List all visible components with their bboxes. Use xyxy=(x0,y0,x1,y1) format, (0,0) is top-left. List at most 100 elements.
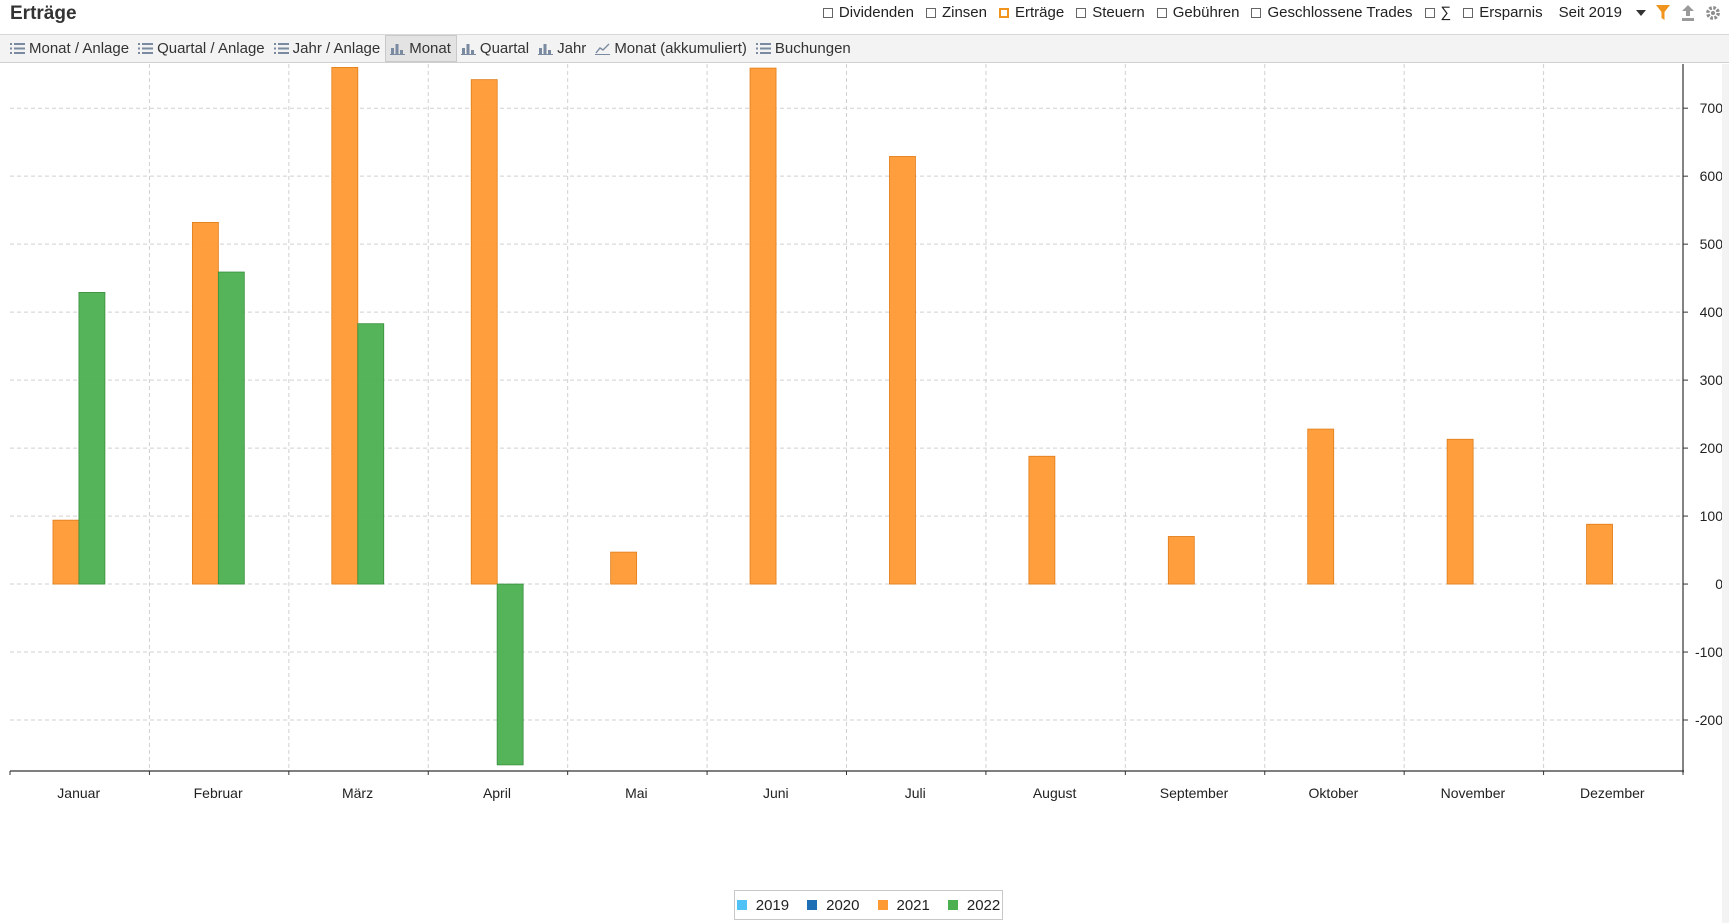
x-tick-label: Dezember xyxy=(1580,785,1645,801)
filter-checkbox-6[interactable]: ∑ xyxy=(1424,4,1452,21)
x-tick-label: Mai xyxy=(625,785,648,801)
header-bar: Erträge Dividenden Zinsen Erträge Steuern Ge… xyxy=(0,0,1729,34)
period-select[interactable]: Seit 2019 xyxy=(1559,4,1646,21)
checkbox-icon[interactable] xyxy=(1463,7,1474,18)
tab-label: Jahr / Anlage xyxy=(292,40,381,57)
filter-checkbox-5[interactable]: Geschlossene Trades xyxy=(1251,4,1413,21)
x-tick-label: August xyxy=(1033,785,1077,801)
gear-icon[interactable] xyxy=(1705,5,1721,21)
filter-label: Zinsen xyxy=(941,4,987,21)
filter-label: Steuern xyxy=(1092,4,1145,21)
bar-2021 xyxy=(889,156,916,585)
tab-label: Monat xyxy=(409,40,451,57)
list-icon xyxy=(273,42,289,55)
bar-2022 xyxy=(78,292,106,585)
bar-chart-icon xyxy=(460,42,476,55)
bar-2022 xyxy=(217,271,245,585)
checkbox-icon[interactable] xyxy=(925,7,936,18)
x-tick-label: Februar xyxy=(194,785,243,801)
list-icon xyxy=(755,42,771,55)
checkbox-icon[interactable] xyxy=(1251,7,1262,18)
filter-checkbox-1[interactable]: Zinsen xyxy=(925,4,987,21)
filter-bar: Dividenden Zinsen Erträge Steuern Gebühren Ge… xyxy=(811,4,1721,21)
bar-2021 xyxy=(1446,438,1474,585)
x-tick-label: Juli xyxy=(905,785,926,801)
tab-label: Quartal / Anlage xyxy=(157,40,265,57)
bar-chart-icon xyxy=(390,42,406,55)
y-tick-label: 100 xyxy=(1700,508,1722,524)
x-tick-label: April xyxy=(483,785,511,801)
bar-2022 xyxy=(496,583,524,766)
bar-2021 xyxy=(1586,523,1613,585)
filter-checkbox-0[interactable]: Dividenden xyxy=(822,4,914,21)
line-chart-icon xyxy=(595,42,611,55)
legend-item-2019[interactable]: 2019 xyxy=(736,896,790,914)
tab-jahr-anlage[interactable]: Jahr / Anlage xyxy=(270,35,386,62)
tab-quartal-anlage[interactable]: Quartal / Anlage xyxy=(134,35,270,62)
chevron-down-icon[interactable] xyxy=(1636,9,1646,16)
bar-2021 xyxy=(610,551,638,585)
filter-checkbox-7[interactable]: Ersparnis xyxy=(1463,4,1543,21)
filter-icon[interactable] xyxy=(1655,4,1671,21)
y-tick-label: 200 xyxy=(1700,440,1722,456)
export-icon[interactable] xyxy=(1680,4,1696,21)
checkbox-icon[interactable] xyxy=(822,7,833,18)
tab-label: Monat / Anlage xyxy=(29,40,130,57)
right-edge-strip xyxy=(1722,64,1729,923)
x-tick-label: November xyxy=(1441,785,1506,801)
tab-monat-anlage[interactable]: Monat / Anlage xyxy=(6,35,134,62)
filter-label: Dividenden xyxy=(838,4,914,21)
x-tick-label: März xyxy=(342,785,373,801)
legend-item-2022[interactable]: 2022 xyxy=(947,897,1000,914)
tab-quartal[interactable]: Quartal xyxy=(457,35,534,62)
y-tick-label: 600 xyxy=(1700,168,1722,184)
tab-label: Monat (akkumuliert) xyxy=(614,40,747,57)
period-select-label: Seit 2019 xyxy=(1558,4,1622,21)
view-tab-bar: Monat / Anlage Quartal / Anlage Jahr / Anl… xyxy=(0,34,1729,63)
checkbox-icon[interactable] xyxy=(1424,7,1435,18)
filter-label: ∑ xyxy=(1440,4,1452,21)
legend-swatch xyxy=(877,900,888,910)
bar-2021 xyxy=(470,79,498,585)
legend-item-2021[interactable]: 2021 xyxy=(877,897,930,914)
legend-label: 2019 xyxy=(755,896,790,914)
legend-swatch xyxy=(807,900,818,910)
bar-2021 xyxy=(1167,536,1195,585)
legend-label: 2020 xyxy=(826,896,860,914)
bar-2021 xyxy=(749,67,777,585)
x-tick-label: September xyxy=(1160,785,1229,801)
bar-2022 xyxy=(357,323,385,585)
tab-monat-akkumuliert[interactable]: Monat (akkumuliert) xyxy=(591,35,752,62)
x-tick-label: Januar xyxy=(57,785,100,801)
page-title: Erträge xyxy=(10,3,77,24)
bar-2021 xyxy=(191,221,219,585)
filter-label: Erträge xyxy=(1015,4,1065,21)
bar-2021 xyxy=(331,66,359,585)
bar-2021 xyxy=(1307,428,1335,585)
y-tick-label: 400 xyxy=(1700,304,1722,320)
filter-label: Ersparnis xyxy=(1479,4,1543,21)
tab-buchungen[interactable]: Buchungen xyxy=(752,35,856,62)
checkbox-icon[interactable] xyxy=(1156,7,1167,18)
legend-item-2020[interactable]: 2020 xyxy=(807,896,860,914)
list-icon xyxy=(10,42,25,55)
tab-jahr[interactable]: Jahr xyxy=(534,35,591,62)
filter-label: Geschlossene Trades xyxy=(1267,4,1413,21)
tab-label: Buchungen xyxy=(774,40,851,57)
y-tick-label: 500 xyxy=(1700,236,1722,252)
filter-checkbox-4[interactable]: Gebühren xyxy=(1156,4,1239,21)
chart-legend: 2019 2020 2021 2022 xyxy=(734,890,1003,920)
y-tick-label: -100 xyxy=(1695,644,1722,660)
x-tick-label: Oktober xyxy=(1309,785,1359,801)
tab-monat[interactable]: Monat xyxy=(385,35,457,62)
list-icon xyxy=(138,42,154,55)
legend-swatch xyxy=(947,900,958,910)
chart-area: -200 -100 0 100 200 300 400 500 600 700 Januar Febr… xyxy=(0,64,1723,895)
x-tick-label: Juni xyxy=(763,785,789,801)
checkbox-icon[interactable] xyxy=(1076,7,1087,18)
filter-checkbox-3[interactable]: Steuern xyxy=(1076,4,1145,21)
filter-checkbox-2[interactable]: Erträge xyxy=(999,4,1064,21)
checkbox-icon[interactable] xyxy=(999,7,1009,18)
y-tick-label: 700 xyxy=(1700,100,1722,116)
bar-chart-icon xyxy=(538,42,554,55)
